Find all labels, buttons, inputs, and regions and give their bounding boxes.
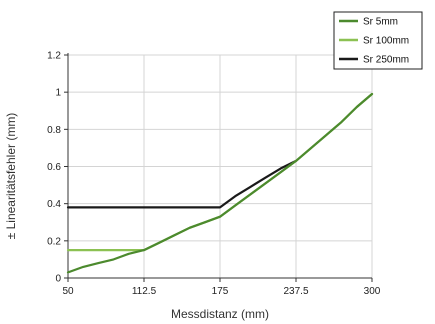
y-tick-label: 1 <box>55 88 61 99</box>
y-tick-label: 1.2 <box>47 51 61 62</box>
series-line-sr-5mm <box>66 92 374 274</box>
x-tick-label: 237.5 <box>283 286 308 297</box>
legend-label-sr-5mm: Sr 5mm <box>363 17 398 28</box>
x-tick-label: 112.5 <box>132 286 157 297</box>
series-line-sr-250mm <box>66 159 298 209</box>
gridlines <box>68 54 373 278</box>
x-tick-label: 300 <box>364 286 381 297</box>
y-tick-label: 0.6 <box>47 162 61 173</box>
legend-label-sr-100mm: Sr 100mm <box>363 36 409 47</box>
legend: Sr 5mm Sr 100mm Sr 250mm <box>333 11 423 70</box>
legend-label-sr-250mm: Sr 250mm <box>363 55 409 66</box>
x-tick-label: 50 <box>62 286 74 297</box>
y-tick-label: 0.8 <box>47 125 61 136</box>
x-tick-label: 175 <box>212 286 229 297</box>
x-axis-label: Messdistanz (mm) <box>171 307 269 321</box>
y-axis-label: ± Linearitätsfehler (mm) <box>4 113 18 240</box>
series-lines <box>66 92 374 274</box>
y-tick-label: 0.4 <box>47 199 61 210</box>
y-tick-label: 0.2 <box>47 236 61 247</box>
axis-ticks: 50 112.5 175 237.5 300 0 0.2 0.4 0.6 0.8 1 1.2 <box>47 51 381 298</box>
y-tick-label: 0 <box>55 274 61 285</box>
